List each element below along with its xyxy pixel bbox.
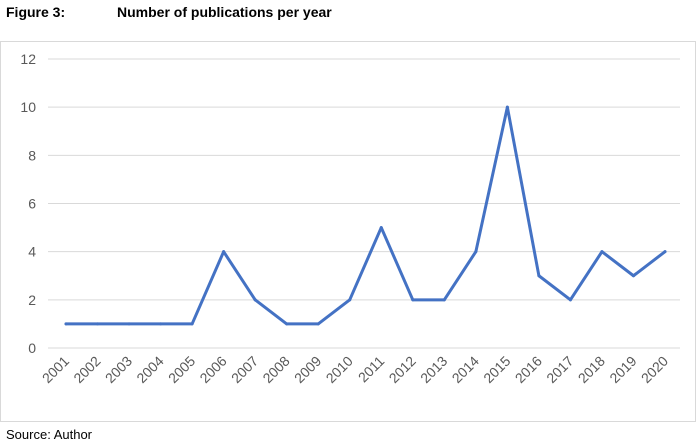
chart-frame (0, 41, 696, 422)
data-point (316, 322, 320, 326)
y-axis-ticks: 0 2 4 6 8 10 12 (20, 51, 36, 356)
data-point (600, 250, 604, 254)
y-tick-label: 10 (20, 99, 36, 115)
data-point (505, 105, 509, 109)
data-point (537, 274, 541, 278)
figure-title: Number of publications per year (117, 4, 332, 20)
x-tick-label: 2013 (417, 353, 450, 386)
x-tick-label: 2007 (228, 353, 261, 386)
x-tick-label: 2010 (323, 353, 356, 386)
data-point (253, 298, 257, 302)
x-tick-label: 2014 (449, 353, 482, 386)
data-point (285, 322, 289, 326)
data-point (411, 298, 415, 302)
series-group (64, 105, 667, 326)
data-point (159, 322, 163, 326)
x-tick-label: 2003 (102, 353, 135, 386)
x-tick-label: 2002 (70, 353, 103, 386)
x-tick-label: 2020 (638, 353, 671, 386)
gridlines (48, 58, 680, 349)
source-note: Source: Author (6, 427, 92, 442)
data-point (222, 250, 226, 254)
data-point (127, 322, 131, 326)
y-tick-label: 2 (28, 292, 36, 308)
y-tick-label: 12 (20, 51, 36, 67)
data-point (568, 298, 572, 302)
data-point (474, 250, 478, 254)
x-tick-label: 2011 (355, 353, 388, 386)
x-tick-label: 2015 (480, 353, 513, 386)
x-tick-label: 2005 (165, 353, 198, 386)
x-tick-label: 2008 (259, 353, 292, 386)
y-tick-label: 6 (28, 196, 36, 212)
y-tick-label: 0 (28, 340, 36, 356)
data-point (64, 322, 68, 326)
x-tick-label: 2017 (543, 353, 576, 386)
x-tick-label: 2019 (606, 353, 639, 386)
data-point (96, 322, 100, 326)
data-point (379, 226, 383, 230)
data-point (190, 322, 194, 326)
data-point (631, 274, 635, 278)
y-tick-label: 4 (28, 244, 36, 260)
x-tick-label: 2001 (39, 353, 72, 386)
series-line-0 (64, 105, 667, 326)
x-axis-ticks: 2001200220032004200520062007200820092010… (39, 353, 671, 386)
data-point (348, 298, 352, 302)
data-point (442, 298, 446, 302)
data-point (663, 250, 667, 254)
x-tick-label: 2016 (512, 353, 545, 386)
x-tick-label: 2006 (196, 353, 229, 386)
figure-label: Figure 3: (6, 4, 66, 20)
x-tick-label: 2004 (133, 353, 166, 386)
x-tick-label: 2009 (291, 353, 324, 386)
x-tick-label: 2012 (386, 353, 419, 386)
x-tick-label: 2018 (575, 353, 608, 386)
y-tick-label: 8 (28, 147, 36, 163)
